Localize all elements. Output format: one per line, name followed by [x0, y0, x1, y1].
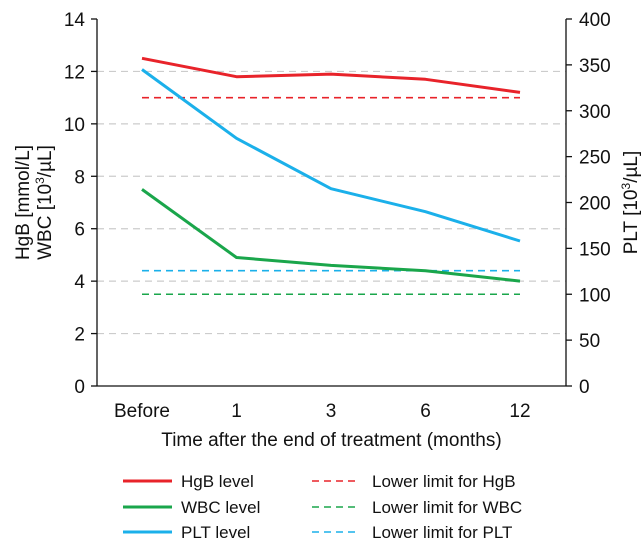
left-tick-label: 14: [64, 10, 86, 31]
legend: HgB level WBC level PLT level Lower limit f…: [123, 472, 522, 542]
x-tick-label: 6: [420, 401, 431, 422]
reference-lines: [142, 96, 520, 296]
legend-label: Lower limit for HgB: [372, 472, 516, 491]
legend-label: PLT level: [181, 523, 250, 542]
right-y-axis-title: PLT [103/µL]: [619, 151, 642, 255]
legend-label: HgB level: [181, 472, 254, 491]
left-tick-label: 8: [74, 167, 85, 188]
x-tick-label: 3: [326, 401, 337, 422]
x-axis-title: Time after the end of treatment (months): [161, 430, 501, 451]
right-tick-label: 300: [579, 102, 611, 123]
x-tick-label: Before: [114, 401, 170, 422]
left-tick-label: 2: [74, 325, 85, 346]
right-tick-label: 50: [579, 331, 600, 352]
series-lines: [141, 56, 521, 283]
left-tick-label: 12: [64, 62, 85, 83]
series-line: [141, 188, 521, 283]
left-tick-label: 0: [74, 377, 85, 398]
series-line: [141, 56, 521, 94]
tick-labels: 0 2 4 6 8 10 12 14 0 50 100 150 200 250 300 350 400 Befor…: [64, 10, 611, 422]
right-tick-label: 0: [579, 377, 590, 398]
right-tick-label: 400: [579, 10, 611, 31]
x-tick-label: 1: [231, 401, 242, 422]
legend-label: WBC level: [181, 498, 260, 517]
right-tick-label: 200: [579, 194, 611, 215]
left-y-axis-title-line2: WBC [103/µL]: [33, 145, 56, 260]
legend-label: Lower limit for PLT: [372, 523, 512, 542]
right-tick-label: 250: [579, 148, 611, 169]
left-tick-label: 10: [64, 115, 85, 136]
legend-label: Lower limit for WBC: [372, 498, 522, 517]
left-y-axis-title: HgB [mmol/L] WBC [103/µL]: [13, 145, 56, 260]
x-tick-label: 12: [509, 401, 530, 422]
right-tick-label: 350: [579, 56, 611, 77]
series-line: [141, 68, 521, 243]
left-tick-label: 6: [74, 220, 85, 241]
left-y-axis-title-line1: HgB [mmol/L]: [13, 145, 34, 260]
left-tick-label: 4: [74, 272, 85, 293]
gridlines: [97, 70, 566, 335]
right-tick-label: 150: [579, 239, 611, 260]
right-tick-label: 100: [579, 285, 611, 306]
